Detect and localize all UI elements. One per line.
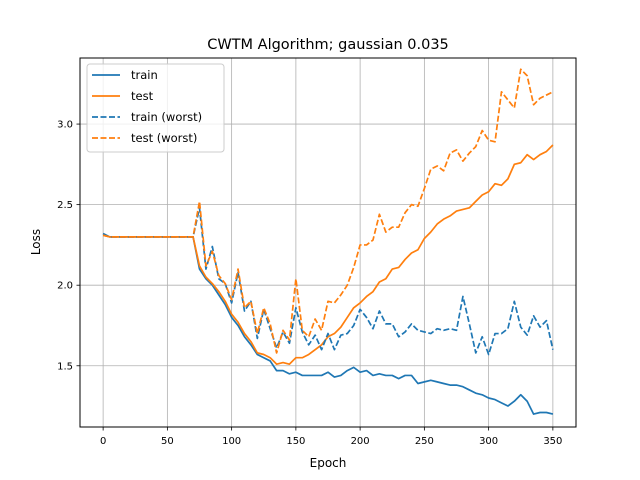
axis-ticks: 0 50 100 150 200 250 300 350 1.5 2.0 2.5 3.0 (57, 120, 562, 447)
legend-label: train (131, 68, 158, 82)
x-tick-label: 100 (222, 436, 241, 447)
series-line-test (102, 144, 554, 366)
chart-title: CWTM Algorithm; gaussian 0.035 (207, 37, 449, 53)
axes-frame (79, 57, 577, 428)
x-tick-label: 50 (161, 436, 174, 447)
x-tick-label: 150 (286, 436, 305, 447)
legend-label: train (worst) (131, 110, 202, 124)
legend-box (86, 63, 225, 153)
plot-area (102, 68, 554, 415)
x-tick-label: 0 (100, 436, 106, 447)
x-tick-label: 250 (415, 436, 434, 447)
x-tick-label: 200 (351, 436, 370, 447)
y-axis-label: Loss (29, 229, 43, 255)
y-tick-label: 2.0 (57, 281, 73, 292)
series-line-test-worst (102, 68, 554, 354)
legend: train test train (worst) test (worst) (86, 63, 225, 153)
x-tick-label: 350 (543, 436, 562, 447)
legend-label: test (131, 89, 154, 103)
series-line-train-worst (102, 207, 554, 356)
y-tick-label: 2.5 (57, 200, 73, 211)
grid (80, 58, 576, 427)
legend-label: test (worst) (131, 131, 197, 145)
y-tick-label: 1.5 (57, 361, 73, 372)
x-axis-label: Epoch (310, 456, 347, 470)
y-tick-label: 3.0 (57, 120, 73, 131)
x-tick-label: 300 (479, 436, 498, 447)
